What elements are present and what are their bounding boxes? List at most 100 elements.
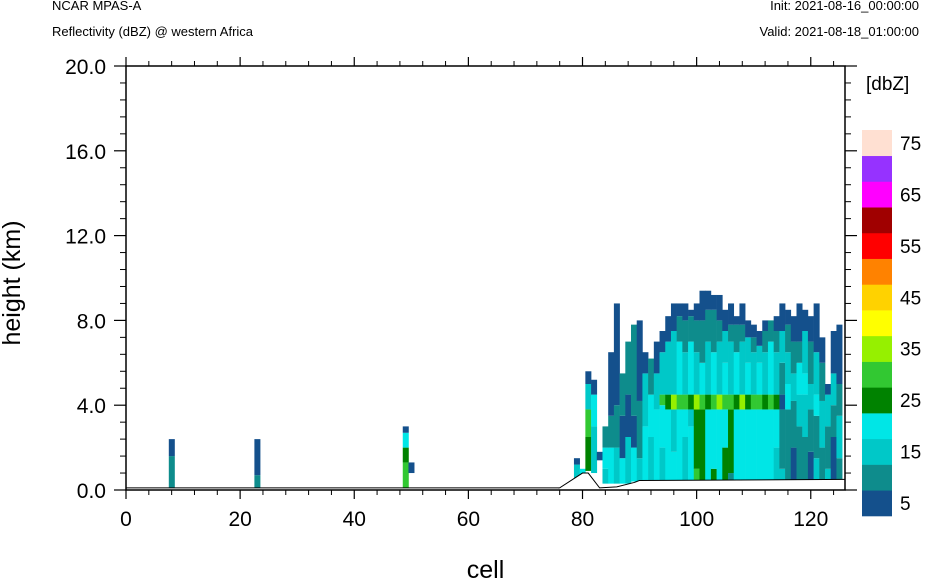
reflectivity-cell: [836, 384, 843, 416]
reflectivity-cell: [762, 352, 769, 395]
reflectivity-cell: [408, 462, 415, 474]
reflectivity-cell: [728, 303, 735, 325]
reflectivity-cell: [688, 409, 695, 427]
x-tick-label: 80: [571, 508, 594, 531]
reflectivity-cell: [796, 426, 803, 481]
reflectivity-cell: [762, 394, 769, 410]
reflectivity-cell: [619, 415, 626, 459]
reflectivity-cell: [802, 437, 809, 481]
reflectivity-cell: [830, 331, 837, 374]
reflectivity-cell: [802, 309, 809, 331]
reflectivity-cell: [682, 437, 689, 481]
y-tick-label: 0.0: [77, 480, 106, 503]
reflectivity-cell: [402, 426, 409, 433]
reflectivity-cell: [665, 341, 672, 395]
reflectivity-cell: [699, 290, 706, 321]
reflectivity-cell: [716, 320, 723, 342]
reflectivity-cell: [750, 409, 757, 481]
reflectivity-cell: [836, 324, 843, 384]
reflectivity-cell: [728, 409, 735, 474]
reflectivity-cell: [733, 352, 740, 395]
reflectivity-cell: [682, 394, 689, 410]
reflectivity-cell: [613, 447, 620, 484]
colorbar-legend: 5 15 25 35 45 55 65 75: [862, 130, 921, 517]
reflectivity-cell: [785, 324, 792, 353]
reflectivity-cell: [750, 324, 757, 338]
colorbar-swatch: [862, 464, 892, 491]
colorbar-swatch: [862, 361, 892, 388]
y-axis-title: height (km): [0, 220, 26, 345]
reflectivity-cell: [779, 362, 786, 395]
reflectivity-cell: [739, 341, 746, 395]
reflectivity-cell: [642, 373, 649, 427]
reflectivity-cell: [750, 337, 757, 353]
reflectivity-cell: [710, 409, 717, 469]
reflectivity-cell: [705, 394, 712, 410]
colorbar-swatch: [862, 335, 892, 362]
reflectivity-cell: [813, 352, 820, 395]
reflectivity-cell: [699, 320, 706, 363]
reflectivity-cell: [653, 409, 660, 482]
reflectivity-cell: [670, 331, 677, 395]
reflectivity-cell: [825, 394, 832, 427]
reflectivity-cell: [619, 458, 626, 484]
reflectivity-columns: [168, 290, 843, 488]
reflectivity-cell: [756, 409, 763, 481]
reflectivity-cell: [670, 303, 677, 331]
reflectivity-cell: [750, 352, 757, 395]
reflectivity-cell: [659, 394, 666, 406]
reflectivity-cell: [807, 316, 814, 342]
reflectivity-cell: [807, 451, 814, 481]
reflectivity-cell: [648, 437, 655, 482]
y-tick-label: 16.0: [65, 141, 106, 164]
colorbar-swatch: [862, 258, 892, 285]
colorbar-swatch: [862, 310, 892, 337]
colorbar-swatch: [862, 413, 892, 440]
reflectivity-cell: [825, 384, 832, 395]
reflectivity-cell: [659, 447, 666, 481]
reflectivity-cell: [168, 456, 175, 488]
colorbar-label: 55: [900, 237, 921, 258]
reflectivity-cell: [665, 409, 672, 481]
reflectivity-cell: [642, 352, 649, 374]
reflectivity-cell: [693, 303, 700, 321]
reflectivity-cell: [642, 426, 649, 482]
reflectivity-cell: [739, 324, 746, 342]
reflectivity-cell: [830, 373, 837, 406]
colorbar-label: 25: [900, 391, 921, 412]
reflectivity-cell: [745, 362, 752, 395]
reflectivity-cell: [722, 331, 729, 363]
reflectivity-cell: [733, 316, 740, 325]
reflectivity-cell: [168, 439, 175, 457]
colorbar-swatch: [862, 232, 892, 259]
reflectivity-cell: [779, 331, 786, 363]
reflectivity-cell: [648, 394, 655, 437]
reflectivity-cell: [739, 303, 746, 325]
reflectivity-cell: [682, 303, 689, 321]
reflectivity-cell: [705, 341, 712, 395]
reflectivity-cell: [813, 303, 820, 353]
reflectivity-cell: [773, 409, 780, 448]
reflectivity-cell: [756, 345, 763, 363]
x-axis-title: cell: [467, 556, 505, 580]
reflectivity-cell: [802, 331, 809, 374]
colorbar-label: 35: [900, 340, 921, 361]
colorbar-label: 5: [900, 494, 911, 515]
reflectivity-cell: [773, 331, 780, 353]
x-axis: 0 20 40 60 80 100 120: [120, 57, 835, 531]
y-tick-label: 8.0: [77, 310, 106, 333]
y-tick-label: 20.0: [65, 56, 106, 79]
reflectivity-cell: [796, 341, 803, 363]
reflectivity-cell: [608, 352, 615, 416]
reflectivity-cell: [710, 352, 717, 395]
reflectivity-cell: [699, 409, 706, 481]
reflectivity-cell: [636, 458, 643, 482]
colorbar-label: 45: [900, 288, 921, 309]
reflectivity-cell: [767, 409, 774, 481]
reflectivity-cell: [733, 409, 740, 481]
reflectivity-cell: [779, 468, 786, 481]
reflectivity-cell: [699, 362, 706, 395]
reflectivity-cell: [631, 324, 638, 416]
colorbar-swatch: [862, 284, 892, 311]
reflectivity-cell: [648, 358, 655, 395]
